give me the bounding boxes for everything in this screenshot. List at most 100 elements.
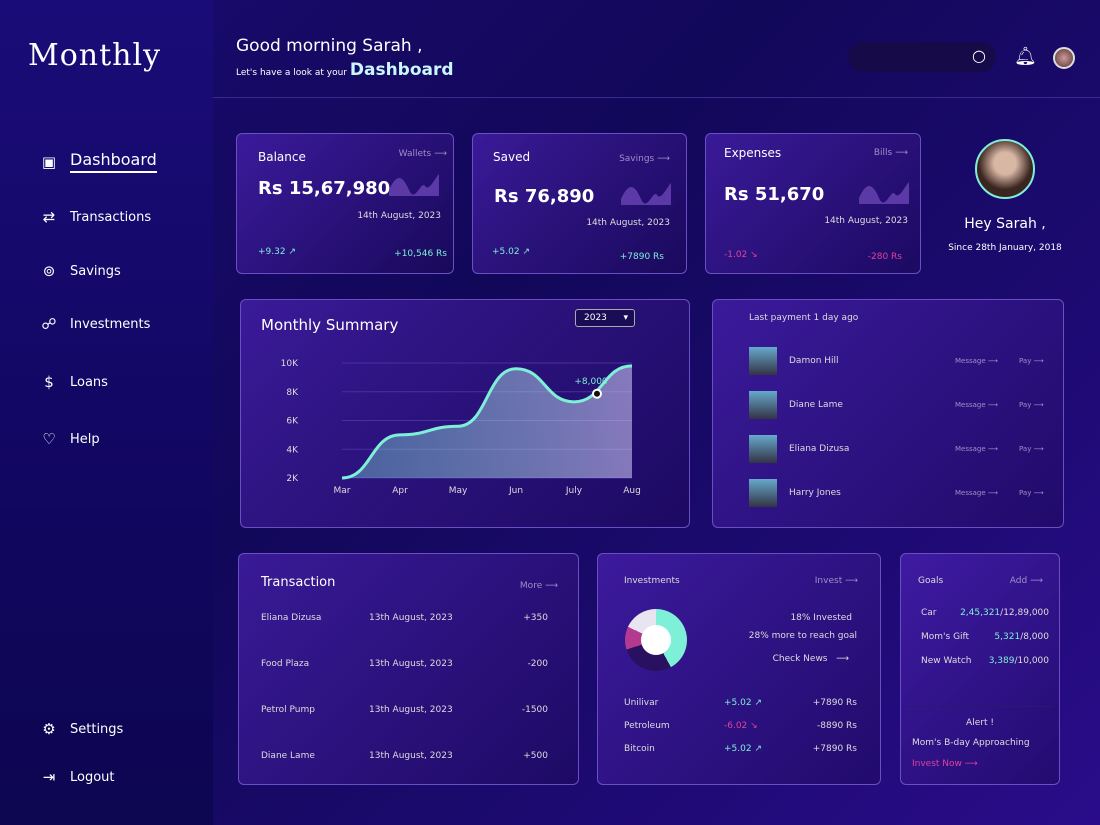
goal-name: New Watch xyxy=(921,656,972,666)
sidebar-item-logout[interactable]: ⇥ Logout xyxy=(38,768,115,786)
goal-name: Mom's Gift xyxy=(921,632,970,642)
chart-hand-icon: ☍ xyxy=(41,315,57,333)
y-tick-label: 4K xyxy=(286,445,299,455)
sparkline xyxy=(389,174,439,196)
search-icon: ○ xyxy=(972,46,986,65)
date: 13th August, 2023 xyxy=(369,613,453,623)
alert-text: Mom's B-day Approaching xyxy=(912,738,1030,748)
goal-progress: 3,389/10,000 xyxy=(988,656,1049,666)
payee: Food Plaza xyxy=(261,659,310,669)
investments-card: Investments Invest ⟶ 18% Invested 28% mo… xyxy=(597,553,881,785)
x-tick-label: May xyxy=(449,486,468,496)
date: 13th August, 2023 xyxy=(369,659,453,669)
expenses-card: Expenses Bills ⟶ Rs 51,670 14th August, … xyxy=(705,133,921,274)
sidebar-item-investments[interactable]: ☍ Investments xyxy=(38,315,150,333)
highlight-point[interactable] xyxy=(592,388,602,399)
message-button[interactable]: Message ⟶ xyxy=(955,489,998,497)
x-tick-label: Mar xyxy=(334,486,351,496)
pay-button[interactable]: Pay ⟶ xyxy=(1019,401,1044,409)
monthly-summary-chart: 10K 8K 6K 4K 2K Mar Apr May Jun July Aug +8,000 xyxy=(281,359,641,496)
sidebar-item-settings[interactable]: ⚙ Settings xyxy=(38,720,123,738)
series-line xyxy=(341,364,633,480)
add-goal-link[interactable]: Add ⟶ xyxy=(1009,576,1043,586)
asset-name: Bitcoin xyxy=(624,744,655,754)
page-title: Dashboard xyxy=(349,60,454,80)
coins-icon: ⊚ xyxy=(42,262,56,280)
message-button[interactable]: Message ⟶ xyxy=(955,445,998,453)
person-name: Damon Hill xyxy=(789,356,839,366)
year-select[interactable]: 2023 ▾ xyxy=(575,309,635,327)
arrows-icon: ⇄ xyxy=(42,208,56,226)
trend-up-icon: ↗ xyxy=(754,698,763,708)
delta: -280 Rs xyxy=(867,252,902,262)
card-title: Transaction xyxy=(261,575,336,590)
more-link[interactable]: More ⟶ xyxy=(519,581,558,591)
card-title: Saved xyxy=(493,150,531,164)
savings-link[interactable]: Savings ⟶ xyxy=(619,154,670,164)
trend-down-icon: ↘ xyxy=(750,721,758,731)
invested-text: 18% Invested xyxy=(790,613,852,623)
pay-button[interactable]: Pay ⟶ xyxy=(1019,357,1044,365)
person-name: Harry Jones xyxy=(789,488,841,498)
amount: -200 xyxy=(527,659,548,669)
asset-amount: -8890 Rs xyxy=(817,721,857,731)
asset-name: Unilivar xyxy=(624,698,659,708)
avatar[interactable] xyxy=(1053,47,1075,69)
profile-name: Hey Sarah , xyxy=(964,216,1046,232)
date: 13th August, 2023 xyxy=(369,705,453,715)
sidebar-item-help[interactable]: ♡ Help xyxy=(38,430,99,448)
date: 14th August, 2023 xyxy=(824,216,908,226)
wallets-link[interactable]: Wallets ⟶ xyxy=(398,149,447,159)
message-button[interactable]: Message ⟶ xyxy=(955,357,998,365)
heart-handshake-icon: ♡ xyxy=(42,430,56,448)
card-title: Last payment 1 day ago xyxy=(749,313,859,323)
y-tick-label: 10K xyxy=(281,359,299,369)
date: 14th August, 2023 xyxy=(586,218,670,228)
amount: +500 xyxy=(523,751,548,761)
payee: Eliana Dizusa xyxy=(261,613,322,623)
bills-link[interactable]: Bills ⟶ xyxy=(873,148,908,158)
gear-icon: ⚙ xyxy=(42,720,56,738)
investment-donut xyxy=(625,609,687,671)
sidebar-item-transactions[interactable]: ⇄ Transactions xyxy=(38,208,151,226)
invest-link[interactable]: Invest ⟶ xyxy=(814,576,858,586)
bell-icon[interactable]: 🔔︎ xyxy=(1014,46,1037,67)
annotation-label: +8,000 xyxy=(574,377,608,387)
person-avatar xyxy=(749,435,777,463)
x-tick-label: Apr xyxy=(392,486,408,496)
payments-card: Last payment 1 day ago Damon Hill Messag… xyxy=(712,299,1064,528)
dashboard-icon: ▣ xyxy=(41,152,57,171)
sparkline xyxy=(859,182,909,204)
divider xyxy=(906,706,1054,707)
amount: Rs 51,670 xyxy=(724,184,825,205)
y-tick-label: 8K xyxy=(286,388,299,398)
pay-button[interactable]: Pay ⟶ xyxy=(1019,445,1044,453)
greeting: Good morning Sarah , xyxy=(236,36,423,56)
check-news-link[interactable]: Check News ⟶ xyxy=(772,654,849,664)
profile-since: Since 28th January, 2018 xyxy=(948,243,1062,253)
amount: +350 xyxy=(523,613,548,623)
person-avatar xyxy=(749,347,777,375)
trend-up-icon: ↗ xyxy=(754,744,763,754)
goal-progress: 5,321/8,000 xyxy=(994,632,1049,642)
payee: Petrol Pump xyxy=(261,705,315,715)
profile-avatar[interactable] xyxy=(975,139,1035,199)
sidebar: Monthly ▣ Dashboard ⇄ Transactions ⊚ Saving… xyxy=(0,0,213,825)
goal-progress: 2,45,321/12,89,000 xyxy=(960,608,1049,618)
message-button[interactable]: Message ⟶ xyxy=(955,401,998,409)
trend-down-icon: ↘ xyxy=(750,250,758,260)
saved-card: Saved Savings ⟶ Rs 76,890 14th August, 2… xyxy=(472,133,687,274)
goal-text: 28% more to reach goal xyxy=(748,631,857,641)
card-title: Monthly Summary xyxy=(261,316,399,334)
asset-amount: +7890 Rs xyxy=(812,698,857,708)
transaction-card: Transaction More ⟶ Eliana Dizusa 13th Au… xyxy=(238,553,579,785)
invest-now-link[interactable]: Invest Now ⟶ xyxy=(912,759,978,769)
pay-button[interactable]: Pay ⟶ xyxy=(1019,489,1044,497)
trend-up-icon: ↗ xyxy=(288,247,297,257)
asset-name: Petroleum xyxy=(624,721,670,731)
search-input[interactable]: ○ xyxy=(848,42,996,72)
sidebar-item-dashboard[interactable]: ▣ Dashboard xyxy=(38,150,157,173)
card-title: Goals xyxy=(918,576,944,586)
sidebar-item-loans[interactable]: $ Loans xyxy=(38,373,108,391)
sidebar-item-savings[interactable]: ⊚ Savings xyxy=(38,262,121,280)
